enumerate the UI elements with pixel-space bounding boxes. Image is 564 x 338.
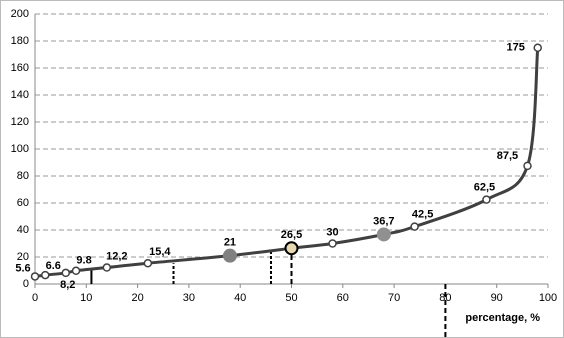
data-label: 87,5 <box>497 150 518 162</box>
data-label: 5.6 <box>15 262 30 274</box>
point <box>30 272 40 281</box>
y-tick-label: 100 <box>11 143 29 155</box>
point <box>102 263 112 272</box>
x-tick-label: 50 <box>285 292 297 304</box>
data-label: 15,4 <box>149 246 171 258</box>
y-tick-label: 160 <box>11 62 29 74</box>
y-tick-label: 140 <box>11 89 29 101</box>
y-tick-label: 200 <box>11 8 29 20</box>
point <box>410 222 419 231</box>
y-tick-label: 180 <box>11 35 29 47</box>
data-label: 36,7 <box>373 215 394 227</box>
point <box>143 258 153 268</box>
x-axis-label: percentage, % <box>465 312 540 324</box>
x-tick-label: 40 <box>234 292 246 304</box>
point <box>222 248 237 263</box>
point <box>482 195 491 204</box>
data-label: 26,5 <box>281 229 302 241</box>
point <box>328 239 337 248</box>
point <box>71 266 81 276</box>
x-tick-label: 10 <box>80 292 92 304</box>
x-tick-label: 60 <box>337 292 349 304</box>
y-tick-label: 0 <box>23 278 29 290</box>
point <box>61 268 71 278</box>
x-tick-label: 90 <box>491 292 503 304</box>
x-tick-label: 100 <box>539 292 557 304</box>
point <box>41 270 50 280</box>
data-label: 62,5 <box>474 182 495 194</box>
y-tick-label: 20 <box>17 251 29 263</box>
point <box>533 43 542 52</box>
y-tick-label: 120 <box>11 116 29 128</box>
data-label: 42,5 <box>412 209 433 221</box>
point <box>284 241 299 256</box>
data-label: 9.8 <box>76 255 91 267</box>
point <box>376 227 391 242</box>
y-tick-label: 80 <box>17 170 29 182</box>
y-tick-label: 60 <box>17 197 29 209</box>
x-tick-label: 0 <box>32 292 38 304</box>
x-tick-label: 80 <box>439 292 451 304</box>
data-label: 6.6 <box>46 260 61 272</box>
x-tick-label: 70 <box>388 292 400 304</box>
data-label: 175 <box>507 42 525 54</box>
x-tick-label: 20 <box>131 292 143 304</box>
data-label: 30 <box>326 226 338 238</box>
point <box>523 161 532 171</box>
data-label: 21 <box>224 237 236 249</box>
y-tick-label: 40 <box>17 224 29 236</box>
x-tick-label: 30 <box>183 292 195 304</box>
data-label: 8,2 <box>60 279 75 291</box>
data-label: 12,2 <box>106 250 127 262</box>
